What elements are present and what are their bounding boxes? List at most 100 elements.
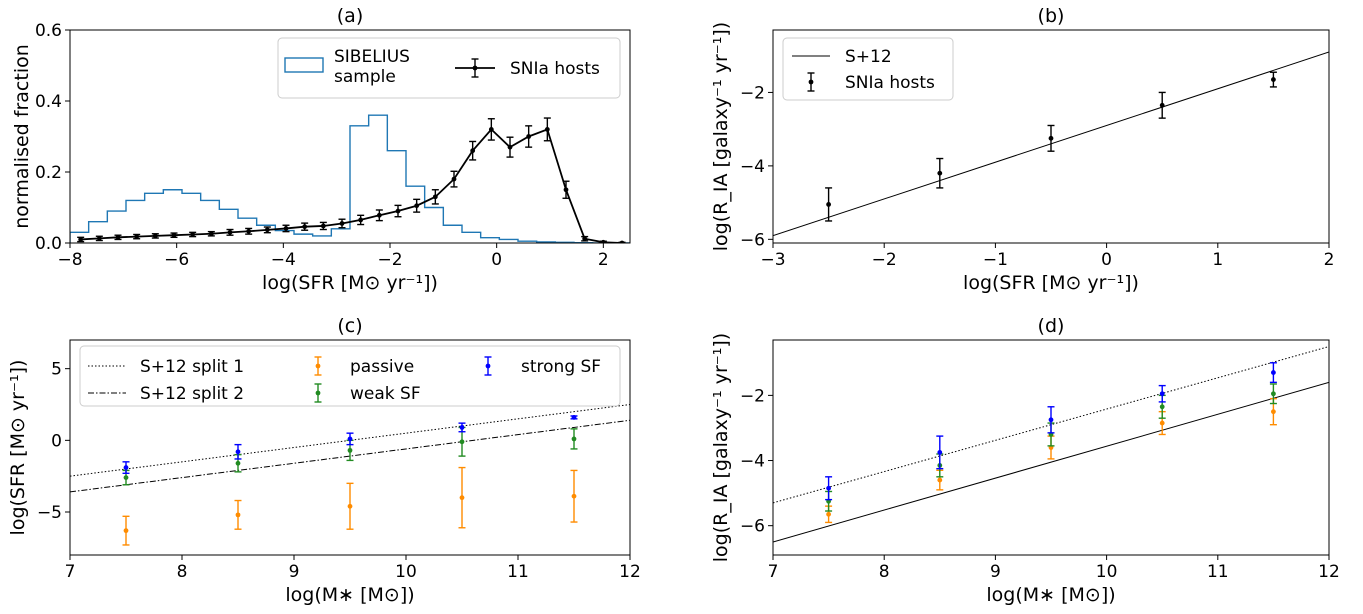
- x-tick-label: −2: [872, 250, 897, 270]
- data-point-weak-sf: [235, 460, 241, 466]
- x-tick-label: 10: [395, 562, 417, 582]
- data-point-strong-sf: [571, 415, 577, 420]
- data-point-snia-hosts: [208, 231, 214, 237]
- data-point-snia-hosts: [432, 194, 438, 200]
- data-point-snia-hosts: [283, 226, 289, 231]
- model-line-s-12-split-1: [70, 404, 630, 477]
- axes-frame-d: [772, 339, 1330, 556]
- data-point-passive: [1159, 420, 1165, 426]
- panel-title-b: (b): [1038, 5, 1065, 27]
- data-point-passive: [459, 495, 465, 501]
- data-point-snia-hosts: [582, 236, 588, 242]
- data-point-snia-hosts: [526, 134, 532, 139]
- plot-area-d: [773, 346, 1329, 543]
- data-point-snia-hosts: [470, 148, 476, 154]
- x-tick-label: 0: [491, 250, 502, 270]
- data-point-weak-sf: [123, 475, 129, 480]
- y-axis-label-b: log(R_IA [galaxy⁻¹ yr⁻¹]): [710, 22, 732, 251]
- data-point-strong-sf: [1048, 417, 1054, 423]
- data-point-weak-sf: [571, 436, 577, 442]
- y-tick-label: 0.2: [35, 163, 62, 183]
- legend-box: [782, 37, 954, 101]
- y-tick-label: 0: [51, 431, 62, 451]
- x-axis-label-d: log(M∗ [M⊙]): [986, 584, 1115, 606]
- y-tick-label: −2: [740, 386, 765, 406]
- data-point-strong-sf: [1159, 391, 1165, 397]
- data-point-snia-hosts: [376, 212, 382, 218]
- legend-marker-hosts: [472, 65, 478, 71]
- x-tick-label: 7: [65, 562, 76, 582]
- legend-marker-passive: [315, 363, 321, 369]
- data-point-snia-hosts: [134, 234, 140, 240]
- data-point-snia-hosts: [507, 144, 513, 150]
- x-axis-label-b: log(SFR [M⊙ yr⁻¹]): [963, 272, 1139, 294]
- data-point-weak-sf: [1271, 391, 1276, 397]
- data-point-strong-sf: [235, 449, 241, 455]
- data-point-strong-sf: [1271, 370, 1276, 375]
- x-tick-label: 10: [1096, 562, 1118, 582]
- y-axis-label-d: log(R_IA [galaxy⁻¹ yr⁻¹]): [710, 333, 732, 562]
- data-point-weak-sf: [1159, 404, 1165, 410]
- data-point-snia-hosts: [451, 176, 457, 182]
- legend-label-strong-sf: strong SF: [521, 357, 601, 377]
- legend-marker-weak-sf: [315, 390, 321, 396]
- panel-a: −8 −6 −4 −2 0 2 0.0 0.2 0.4 0.6 (a) log(SFR [M⊙ yr⁻…: [11, 5, 631, 294]
- data-point-snia-hosts: [246, 228, 252, 234]
- legend-box: [277, 37, 621, 99]
- data-point-snia-hosts: [320, 223, 326, 229]
- data-point-snia-hosts: [78, 237, 84, 242]
- panel-title-c: (c): [337, 315, 362, 337]
- x-tick-label: 11: [1207, 562, 1229, 582]
- x-tick-label: −2: [377, 250, 402, 270]
- axes-frame-b: [772, 29, 1330, 244]
- x-tick-label: −6: [164, 250, 189, 270]
- data-point-snia-hosts: [826, 202, 831, 207]
- data-point-snia-hosts: [339, 221, 345, 226]
- x-tick-label: 11: [507, 562, 529, 582]
- legend-marker-hosts: [808, 79, 814, 85]
- plot-area-a: [70, 114, 630, 243]
- data-point-passive: [826, 511, 831, 517]
- data-point-snia-hosts: [488, 126, 494, 132]
- data-point-snia-hosts: [227, 229, 233, 235]
- legend-box: [79, 345, 621, 407]
- data-point-snia-hosts: [190, 232, 196, 237]
- y-tick-label: 0.6: [35, 21, 62, 41]
- x-tick-label: 12: [619, 562, 641, 582]
- y-tick-label: −4: [740, 452, 765, 472]
- y-tick-label: 0.4: [35, 92, 62, 112]
- data-point-strong-sf: [123, 465, 129, 470]
- series-line-snia-hosts: [80, 128, 623, 243]
- x-tick-label: −1: [983, 250, 1008, 270]
- legend-label-hosts: SNIa hosts: [845, 73, 935, 93]
- y-axis-label-a: normalised fraction: [11, 44, 33, 229]
- panel-title-d: (d): [1038, 315, 1065, 337]
- x-tick-label: 7: [768, 562, 779, 582]
- legend-c: S+12 split 1 S+12 split 2 passive weak SF st…: [79, 345, 621, 407]
- x-tick-label: 8: [177, 562, 188, 582]
- x-tick-label: 2: [598, 250, 609, 270]
- x-tick-label: 2: [1324, 250, 1335, 270]
- data-point-snia-hosts: [563, 187, 569, 193]
- x-tick-label: −3: [760, 250, 785, 270]
- panel-c: 7 8 9 10 11 12 −5 0 5 (c) log(M∗ [M⊙]) log(SFR [M⊙ …: [7, 315, 641, 606]
- data-point-strong-sf: [937, 449, 943, 455]
- data-point-snia-hosts: [1271, 77, 1276, 82]
- data-point-passive: [235, 512, 241, 518]
- x-tick-label: 12: [1318, 562, 1340, 582]
- data-point-snia-hosts: [358, 217, 364, 223]
- axes-frame-c: [69, 339, 631, 556]
- y-tick-label: 5: [51, 360, 62, 380]
- data-point-weak-sf: [459, 439, 465, 445]
- data-point-snia-hosts: [115, 234, 121, 240]
- data-point-passive: [347, 503, 353, 509]
- legend-label-passive: passive: [350, 357, 414, 377]
- x-tick-label: 9: [990, 562, 1001, 582]
- legend-marker-strong-sf: [485, 363, 491, 369]
- plot-area-c: [70, 404, 630, 546]
- y-tick-label: −6: [740, 517, 765, 537]
- panel-title-a: (a): [337, 5, 363, 27]
- legend-label-split2: S+12 split 2: [140, 384, 244, 404]
- axes-frame-a: [69, 29, 631, 244]
